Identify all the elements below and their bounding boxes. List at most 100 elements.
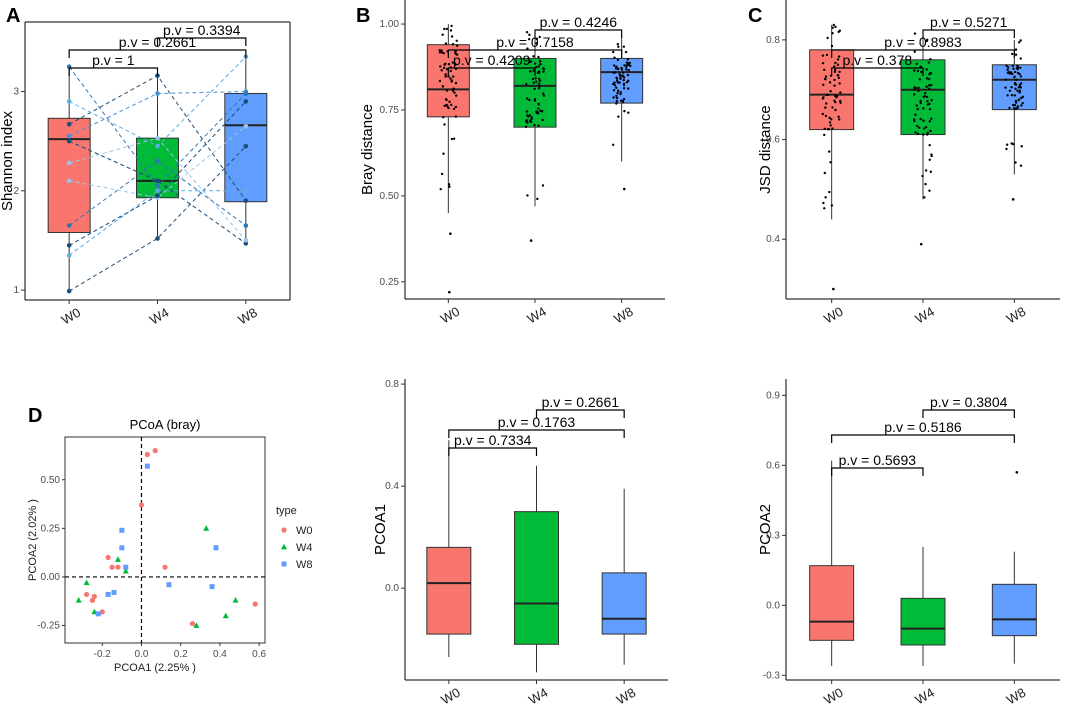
panel-b-jitter-point [525,119,529,122]
panel-b-jitter-point [441,33,444,36]
panel-b-y-tick-label: 0.50 [380,191,400,202]
panel-c-jitter-point [927,77,931,81]
panel-c-jitter-point [822,201,825,205]
panel-b-jitter-point [625,68,628,71]
panel-b-jitter-point [533,87,536,91]
panel-c-jitter-point [916,107,919,111]
panel-c-jitter-point [1013,104,1017,107]
panel-d-point-w8 [119,545,125,551]
panel-c-jitter-point [827,128,831,131]
panel-c-outlier-point [1011,198,1015,201]
panel-c-jitter-point [1011,64,1014,68]
panel-c-jitter-point [1018,83,1021,87]
panel-c-jitter-point [923,196,926,199]
panel-b-jitter-point [533,62,537,65]
panel-b-jitter-point [613,84,617,87]
panel-d-title: PCoA (bray) [130,417,201,432]
panel-c-jitter-point [927,84,931,87]
panel-c-jitter-point [1021,95,1025,99]
panel-c-jitter-point [826,36,829,40]
panel-f-pvalue-label: p.v = 0.5693 [839,452,917,468]
panel-a-paired-point [155,236,160,241]
panel-a-pvalue-bracket [68,49,247,58]
panel-c-jitter-point [922,119,925,122]
panel-b-jitter-point [619,91,622,94]
panel-b-jitter-point [443,104,446,108]
panel-f-box-w4 [900,597,946,646]
panel-b-jitter-point [449,77,452,80]
panel-d-point-w8 [95,611,101,617]
panel-b-box-w8 [600,57,644,104]
panel-b-y-axis-label: Bray distance [359,104,376,195]
panel-c-jitter-point [915,124,919,128]
panel-a-paired-point [243,188,249,194]
panel-b-jitter-point [533,99,537,102]
panel-c-jitter-point [1006,68,1009,72]
panel-f-x-tick-label: W8 [1004,685,1028,704]
panel-b-jitter-point [620,66,623,70]
panel-b-y-tick-label: 1.00 [380,19,400,30]
panel-b-jitter-point [536,197,539,201]
panel-c-pvalue-bracket [831,67,924,76]
panel-b-jitter-point [611,143,615,146]
panel-f-y-tick-label: 0.3 [766,530,780,541]
panel-a-paired-point [66,121,72,127]
panel-letter-a: A [6,5,20,27]
panel-b-jitter-point [628,61,631,65]
panel-b-jitter-point [455,39,458,42]
panel-e-x-tick-label: W8 [614,685,638,704]
panel-b-jitter-point [527,57,530,60]
panel-b-jitter-point [616,67,620,71]
panel-c-jitter-point [913,32,917,35]
panel-c-jitter-point [833,65,836,68]
panel-c-jitter-point [926,99,929,103]
panel-c-jitter-point [822,83,825,87]
panel-d-point-w8 [144,463,150,469]
panel-b-jitter-point [455,94,458,97]
panel-b-jitter-point [451,61,455,64]
panel-b-jitter-point [538,79,542,83]
panel-c-jitter-point [833,99,836,102]
panel-c-jitter-point [917,89,920,93]
panel-b-jitter-point [533,123,536,127]
panel-b-jitter-point [538,59,542,63]
panel-b-jitter-point [541,118,544,122]
panel-c-jitter-point [825,102,828,105]
panel-c-jitter-point [834,94,837,98]
panel-c-jitter-point [1006,94,1009,97]
panel-c-jitter-point [913,69,916,72]
panel-c-jitter-point [834,25,837,29]
panel-c-jitter-point [837,55,841,58]
panel-a-paired-point [155,193,160,199]
panel-b-jitter-point [538,77,541,81]
panel-b-jitter-point [527,37,531,41]
panel-c-jitter-point [1019,86,1022,89]
panel-c-jitter-point [924,169,928,172]
panel-b-jitter-point [439,65,442,68]
panel-c-jitter-point [1012,67,1015,71]
panel-letter-c: C [748,5,762,27]
panel-c-jitter-point [918,78,922,81]
panel-c-jitter-point [837,118,841,121]
panel-c-jitter-point [829,161,832,164]
panel-c-jitter-point [925,68,928,71]
panel-e-y-axis-label: PCOA1 [372,504,389,555]
panel-c-jitter-point [837,76,840,80]
panel-d-frame [64,436,266,644]
panel-b-jitter-point [443,123,446,126]
panel-c-jitter-point [918,126,921,129]
panel-b-jitter-point [537,55,540,59]
panel-c-jitter-point [1005,64,1008,67]
panel-c-y-tick-label: 0.8 [766,35,780,46]
panel-d-legend-label: W8 [296,559,313,571]
panel-b-x-tick-label: W4 [525,304,549,327]
panel-f-y-tick-label: 0.6 [766,460,780,471]
panel-b-jitter-point [542,70,545,73]
panel-c-jitter-point [921,174,924,178]
panel-d-point-w8 [119,527,125,533]
panel-b-jitter-point [539,63,542,66]
panel-c-jitter-point [925,95,929,99]
panel-b-jitter-point [532,69,535,72]
panel-b-jitter-point [615,76,618,79]
panel-b-jitter-point [530,116,534,119]
